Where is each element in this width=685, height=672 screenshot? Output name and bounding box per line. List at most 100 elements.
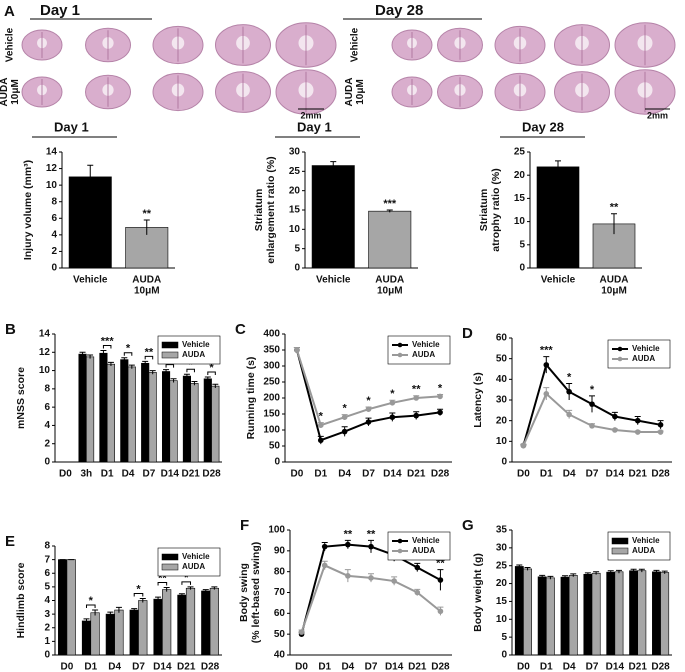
x-tick-label: 10μM (377, 286, 403, 297)
bar (614, 571, 624, 656)
x-tick-label: D1 (540, 469, 553, 480)
y-axis-label: mNSS score (15, 367, 27, 429)
y-tick-label: 10 (46, 180, 58, 191)
y-tick-label: 0 (501, 457, 507, 468)
significance: ** (142, 208, 151, 220)
point (413, 395, 420, 401)
legend-swatch (161, 553, 179, 561)
y-tick-label: 20 (514, 170, 526, 181)
y-tick-label: 10 (496, 614, 508, 625)
legend-swatch (611, 537, 629, 545)
bar (629, 570, 639, 656)
legend-swatch (161, 563, 179, 571)
bar (536, 166, 580, 269)
y-tick-label: 5 (44, 582, 50, 593)
significance: * (567, 371, 572, 383)
x-tick-label: D28 (431, 662, 450, 672)
x-tick-label: D28 (431, 469, 450, 480)
x-tick-label: D28 (202, 469, 221, 480)
y-tick-label: 50 (269, 441, 281, 452)
row-label: 10μM (10, 79, 21, 105)
x-tick-label: D0 (517, 662, 530, 672)
x-tick-label: D28 (201, 662, 220, 672)
point (414, 564, 421, 571)
y-tick-label: 6 (44, 568, 50, 579)
point (520, 442, 527, 449)
bar (190, 383, 199, 463)
legend-marker (397, 538, 403, 544)
error-bar (128, 364, 135, 369)
panel-label: A (4, 3, 15, 20)
bar (106, 363, 116, 463)
y-tick-label: 15 (514, 193, 526, 204)
legend-box (157, 335, 221, 365)
y-tick-label: 8 (44, 383, 50, 394)
significance: * (184, 572, 189, 584)
x-tick-label: D0 (517, 469, 530, 480)
significance: * (319, 411, 324, 423)
error-bar (330, 161, 337, 170)
significance-bracket (123, 352, 133, 356)
point (437, 393, 443, 400)
significance: ** (158, 572, 167, 584)
y-tick-label: 0 (519, 263, 525, 274)
significance: * (590, 384, 595, 396)
error-bar (183, 373, 190, 378)
error-bar (539, 574, 546, 579)
x-tick-label: AUDA (600, 275, 629, 286)
error-bar (187, 586, 194, 590)
x-tick-label: D4 (563, 662, 576, 672)
panel-label: F (240, 517, 249, 534)
significance: * (209, 362, 214, 374)
error-bar (149, 370, 156, 375)
error-bar (638, 568, 645, 573)
bar (514, 566, 524, 656)
point (437, 409, 443, 416)
error-bar (615, 569, 622, 574)
x-tick-label: AUDA (375, 275, 404, 286)
error-bar (170, 378, 177, 383)
y-axis-label: (% left-based swing) (250, 542, 262, 644)
row-label: AUDA (0, 78, 10, 107)
row-label: Vehicle (5, 27, 16, 62)
legend-label: Vehicle (182, 340, 210, 349)
x-tick-label: Vehicle (541, 275, 576, 286)
significance-bracket (133, 592, 144, 597)
y-tick-label: 20 (496, 578, 508, 589)
y-axis-label: Latency (s) (472, 372, 484, 427)
x-tick-label: D7 (586, 469, 599, 480)
error-bar (653, 569, 660, 574)
legend-swatch (161, 351, 179, 359)
point (321, 562, 328, 569)
x-tick-label: D7 (365, 662, 378, 672)
point (634, 417, 641, 424)
x-tick-label: Vehicle (73, 275, 108, 286)
legend-label: AUDA (632, 354, 655, 363)
error-bar (191, 381, 198, 386)
x-tick-label: D14 (161, 469, 180, 480)
bar (560, 576, 570, 656)
legend-label: Vehicle (412, 536, 440, 545)
y-tick-label: 300 (263, 361, 280, 372)
y-tick-label: 90 (274, 545, 286, 556)
point (612, 413, 618, 420)
y-tick-label: 0 (51, 263, 57, 274)
significance: * (136, 583, 141, 595)
y-axis-label: Running time (s) (245, 357, 257, 440)
x-tick-label: D14 (606, 662, 625, 672)
legend-label: AUDA (412, 350, 435, 359)
day-label: Day 1 (40, 2, 80, 19)
point (317, 437, 324, 444)
bar (311, 165, 355, 269)
error-bar (131, 608, 138, 612)
y-tick-label: 20 (289, 185, 301, 196)
x-tick-label: D7 (132, 662, 145, 672)
error-bar (107, 611, 114, 617)
day-label: Day 28 (375, 2, 423, 19)
significance: ** (412, 384, 421, 396)
error-bar (202, 589, 209, 593)
bar (114, 609, 124, 656)
legend-marker (617, 346, 623, 352)
legend-label: AUDA (632, 546, 655, 555)
